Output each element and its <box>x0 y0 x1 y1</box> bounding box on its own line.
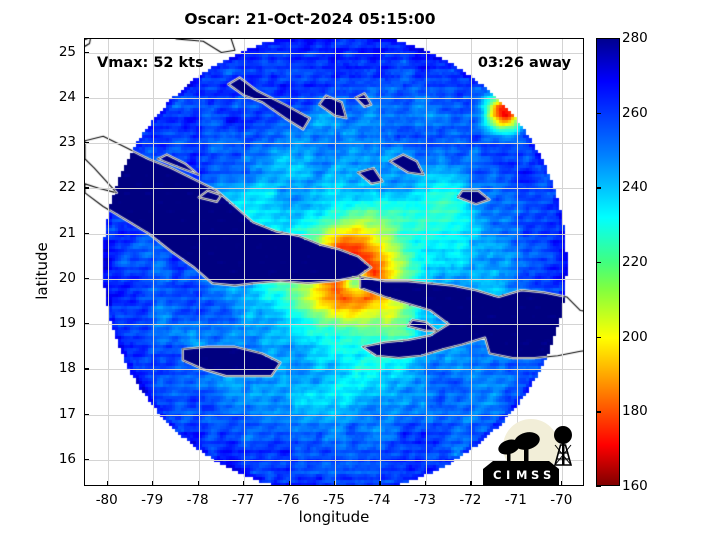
y-tickmark <box>84 96 89 99</box>
gridline-vertical <box>198 39 200 485</box>
gridline-vertical <box>107 39 109 485</box>
x-tick-label: -73 <box>413 492 436 508</box>
colorbar-tick-label: 240 <box>622 179 648 196</box>
x-tick-label: -78 <box>186 492 209 508</box>
time-away-annotation: 03:26 away <box>477 55 571 71</box>
colorbar-tick-label: 220 <box>622 254 648 270</box>
x-tickmark <box>288 481 290 486</box>
colorbar-tickmark <box>596 411 601 413</box>
y-tick-label: 21 <box>58 224 76 241</box>
x-tickmark <box>152 481 154 486</box>
gridline-horizontal <box>85 369 583 371</box>
cimss-letter-s2: S <box>543 468 551 482</box>
x-tick-label: -76 <box>277 492 300 508</box>
cimss-letter-s1: S <box>531 468 539 482</box>
colorbar-tick-label: 160 <box>622 478 648 494</box>
y-tickmark <box>84 232 89 234</box>
x-axis-label: longitude <box>298 508 370 526</box>
colorbar-tickmark <box>596 187 601 189</box>
map-canvas-container <box>85 39 583 485</box>
y-tick-label: 22 <box>58 179 76 196</box>
gridline-horizontal <box>85 324 583 326</box>
x-tick-label: -79 <box>141 492 164 508</box>
x-tick-label: -70 <box>550 492 573 508</box>
y-tick-label: 18 <box>58 360 76 377</box>
gridline-horizontal <box>85 414 583 416</box>
gridline-horizontal <box>85 188 583 190</box>
y-tick-label: 16 <box>58 450 76 467</box>
x-tick-label: -71 <box>504 492 527 508</box>
x-tickmark <box>561 481 563 486</box>
y-tickmark <box>84 323 89 325</box>
x-tickmark <box>470 481 472 486</box>
x-tick-label: -72 <box>459 492 482 508</box>
gridline-horizontal <box>85 233 583 235</box>
brightness-temperature-heatmap <box>85 39 583 485</box>
colorbar-tickmark <box>596 262 601 264</box>
y-tick-label: 17 <box>58 405 76 422</box>
gridline-vertical <box>562 39 564 485</box>
gridline-vertical <box>516 39 518 485</box>
y-tick-label: 24 <box>58 88 76 105</box>
y-tick-label: 25 <box>58 43 76 60</box>
gridline-vertical <box>380 39 382 485</box>
cimss-letter-i: I <box>506 468 510 482</box>
colorbar-tick-label: 200 <box>622 328 648 345</box>
gridline-horizontal <box>85 459 583 461</box>
y-tickmark <box>84 142 89 144</box>
page-title: Oscar: 21-Oct-2024 05:15:00 <box>184 10 436 28</box>
gridline-vertical <box>425 39 427 485</box>
colorbar-tick-label: 180 <box>622 403 648 420</box>
gridline-horizontal <box>85 143 583 145</box>
y-tick-label: 20 <box>58 269 76 286</box>
x-tickmark <box>379 481 381 486</box>
x-tickmark <box>197 481 199 486</box>
y-tickmark <box>84 368 89 370</box>
x-tickmark <box>424 481 427 486</box>
y-tickmark <box>84 458 89 461</box>
gridline-vertical <box>335 39 336 485</box>
gridline-horizontal <box>85 278 583 280</box>
cimss-logo: C I M S S <box>483 419 573 485</box>
vmax-annotation: Vmax: 52 kts <box>97 55 204 71</box>
gridline-vertical <box>289 39 291 485</box>
x-tickmark <box>106 481 108 486</box>
y-tickmark <box>84 187 89 189</box>
x-tickmark <box>243 481 245 486</box>
colorbar-tick-label: 280 <box>622 30 648 46</box>
cimss-letter-c: C <box>493 468 501 482</box>
colorbar-tickmark <box>596 486 601 488</box>
x-tick-label: -74 <box>368 492 391 508</box>
map-plot-area[interactable]: Vmax: 52 kts 03:26 away C I M S S <box>84 38 584 486</box>
x-tick-label: -80 <box>95 492 118 508</box>
colorbar-tickmark <box>596 38 601 40</box>
y-tick-label: 19 <box>58 315 76 332</box>
x-tick-label: -75 <box>322 492 346 508</box>
y-tickmark <box>84 51 89 53</box>
gridline-vertical <box>471 39 473 485</box>
y-axis-label: latitude <box>33 242 51 300</box>
gridline-horizontal <box>85 52 583 54</box>
x-tickmark <box>334 481 336 486</box>
x-tick-label: -77 <box>232 492 255 508</box>
gridline-horizontal <box>85 97 583 99</box>
gridline-vertical <box>244 39 246 485</box>
y-tick-label: 23 <box>58 134 76 151</box>
x-tickmark <box>515 481 517 486</box>
colorbar-tickmark <box>596 336 601 338</box>
colorbar-tick-label: 260 <box>622 104 648 121</box>
colorbar-tickmark <box>596 112 601 114</box>
gridline-vertical <box>153 39 155 485</box>
y-tickmark <box>84 277 89 280</box>
y-tickmark <box>84 413 89 415</box>
cimss-letter-m: M <box>516 468 527 482</box>
